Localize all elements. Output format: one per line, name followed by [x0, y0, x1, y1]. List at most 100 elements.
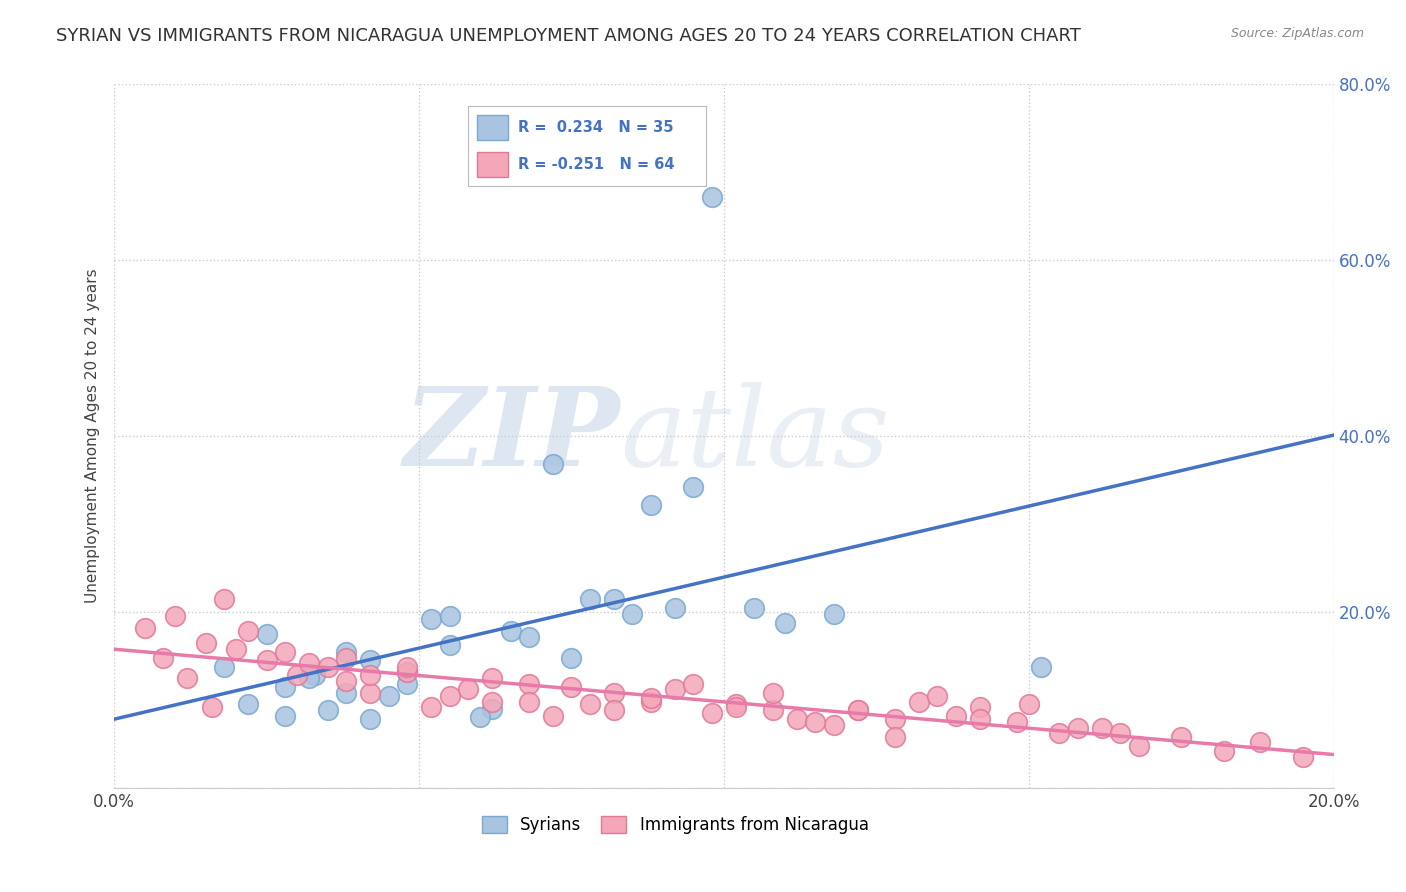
Point — [578, 591, 600, 606]
Point — [908, 695, 931, 709]
Point — [316, 703, 339, 717]
Point — [700, 706, 723, 720]
Point — [762, 703, 785, 717]
Text: atlas: atlas — [620, 383, 890, 490]
Point — [165, 609, 187, 624]
Point — [439, 609, 461, 624]
Point — [298, 671, 321, 685]
Point — [285, 668, 308, 682]
Point — [603, 591, 626, 606]
Point — [1109, 726, 1132, 740]
Point — [457, 682, 479, 697]
Point — [1128, 739, 1150, 753]
Point — [481, 671, 503, 685]
Point — [481, 695, 503, 709]
Point — [1047, 726, 1070, 740]
Point — [395, 677, 418, 691]
Point — [1212, 744, 1234, 758]
Point — [359, 668, 381, 682]
Point — [517, 630, 540, 644]
Point — [945, 708, 967, 723]
Point — [304, 668, 326, 682]
Point — [823, 717, 845, 731]
Point — [664, 682, 686, 697]
Point — [560, 650, 582, 665]
Point — [395, 665, 418, 679]
Point — [603, 703, 626, 717]
Point — [212, 659, 235, 673]
Point — [883, 712, 905, 726]
Point — [883, 730, 905, 744]
Point — [335, 686, 357, 700]
Point — [238, 698, 260, 712]
Point — [420, 612, 443, 626]
Point — [1170, 730, 1192, 744]
Point — [725, 698, 748, 712]
Point — [1091, 721, 1114, 735]
Point — [274, 708, 297, 723]
Point — [274, 680, 297, 694]
Point — [603, 686, 626, 700]
Point — [1005, 714, 1028, 729]
Point — [823, 607, 845, 621]
Point — [560, 680, 582, 694]
Point — [762, 686, 785, 700]
Text: SYRIAN VS IMMIGRANTS FROM NICARAGUA UNEMPLOYMENT AMONG AGES 20 TO 24 YEARS CORRE: SYRIAN VS IMMIGRANTS FROM NICARAGUA UNEM… — [56, 27, 1081, 45]
Point — [744, 600, 766, 615]
Point — [640, 695, 662, 709]
Point — [335, 673, 357, 688]
Point — [481, 702, 503, 716]
Point — [1249, 735, 1271, 749]
Point — [773, 615, 796, 630]
Point — [420, 700, 443, 714]
Point — [664, 600, 686, 615]
Point — [1018, 698, 1040, 712]
Point — [700, 190, 723, 204]
Point — [176, 671, 198, 685]
Point — [1066, 721, 1088, 735]
Point — [640, 498, 662, 512]
Point — [682, 480, 704, 494]
Point — [335, 644, 357, 658]
Y-axis label: Unemployment Among Ages 20 to 24 years: Unemployment Among Ages 20 to 24 years — [86, 268, 100, 604]
Point — [578, 698, 600, 712]
Point — [359, 686, 381, 700]
Point — [359, 712, 381, 726]
Point — [541, 457, 564, 471]
Point — [134, 621, 156, 635]
Point — [846, 703, 869, 717]
Point — [201, 700, 224, 714]
Point — [256, 653, 278, 667]
Point — [640, 691, 662, 706]
Point — [238, 624, 260, 639]
Point — [225, 641, 247, 656]
Point — [468, 710, 491, 724]
Point — [316, 659, 339, 673]
Point — [1029, 659, 1052, 673]
Point — [846, 703, 869, 717]
Text: ZIP: ZIP — [404, 383, 620, 490]
Point — [377, 689, 399, 703]
Text: Source: ZipAtlas.com: Source: ZipAtlas.com — [1230, 27, 1364, 40]
Legend: Syrians, Immigrants from Nicaragua: Syrians, Immigrants from Nicaragua — [474, 808, 877, 843]
Point — [804, 714, 827, 729]
Point — [786, 712, 808, 726]
Point — [541, 708, 564, 723]
Point — [969, 700, 991, 714]
Point — [682, 677, 704, 691]
Point — [1292, 750, 1315, 764]
Point — [194, 636, 217, 650]
Point — [725, 700, 748, 714]
Point — [517, 695, 540, 709]
Point — [395, 665, 418, 679]
Point — [359, 653, 381, 667]
Point — [395, 659, 418, 673]
Point — [256, 627, 278, 641]
Point — [274, 644, 297, 658]
Point — [517, 677, 540, 691]
Point — [152, 650, 174, 665]
Point — [499, 624, 522, 639]
Point — [298, 656, 321, 670]
Point — [212, 591, 235, 606]
Point — [621, 607, 644, 621]
